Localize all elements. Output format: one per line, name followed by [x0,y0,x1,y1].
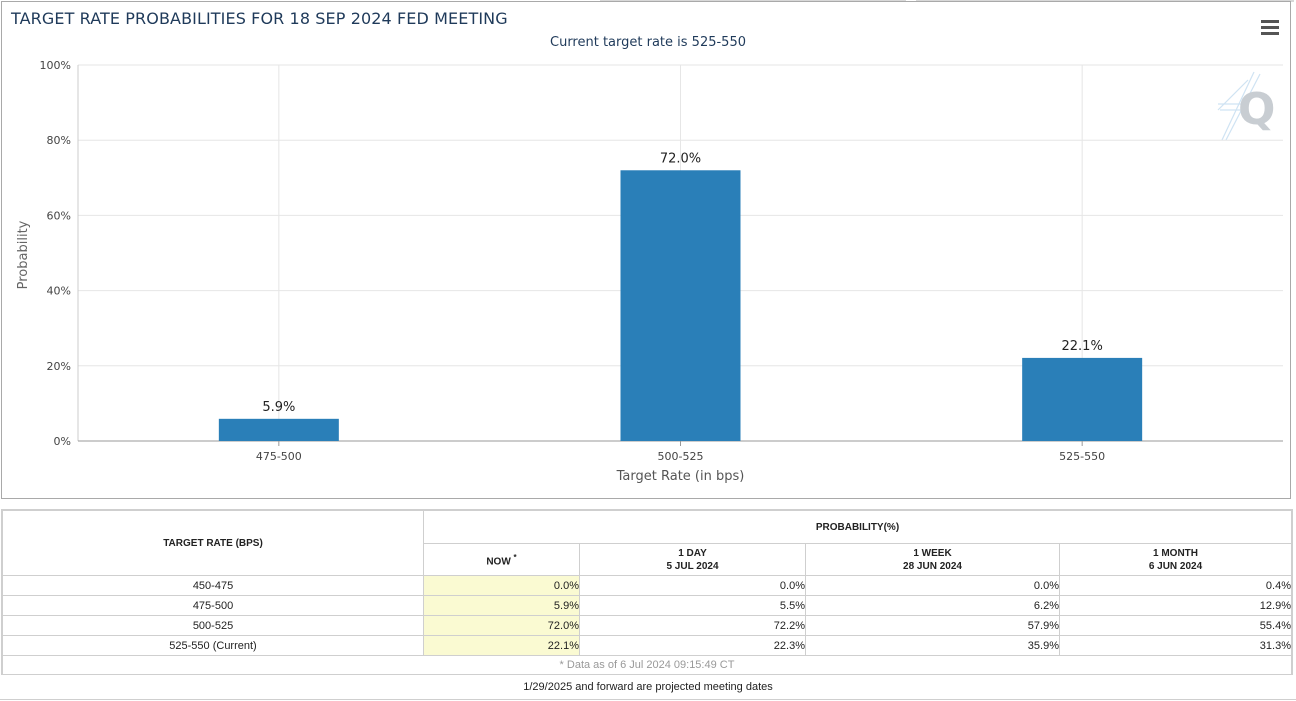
chart-subtitle: Current target rate is 525-550 [550,35,746,50]
probability-table-panel: TARGET RATE (BPS) PROBABILITY(%) NOW * 1… [1,509,1293,675]
row-rate: 525-550 (Current) [2,635,424,656]
chart-title: TARGET RATE PROBABILITIES FOR 18 SEP 202… [11,9,508,28]
x-tick-label: 500-525 [658,450,704,463]
cell-now: 5.9% [423,595,580,616]
column-header-1-day: 1 DAY 5 JUL 2024 [579,543,806,576]
cell-1-week: 0.0% [805,575,1060,596]
row-rate: 475-500 [2,595,424,616]
cell-1-month: 12.9% [1059,595,1292,616]
cell-1-day: 5.5% [579,595,806,616]
bar-475-500 [218,418,339,441]
quikstrike-q-logo: Q [1217,71,1275,141]
y-tick-label: 100% [40,59,71,72]
cell-1-day: 22.3% [579,635,806,656]
cell-1-day: 72.2% [579,615,806,636]
x-tick-label: 525-550 [1059,450,1105,463]
x-axis-title: Target Rate (in bps) [616,469,745,484]
x-tick-label: 475-500 [256,450,302,463]
cell-1-day: 0.0% [579,575,806,596]
cell-now: 22.1% [423,635,580,656]
target-rate-header: TARGET RATE (BPS) [2,510,424,576]
column-header-now: NOW * [423,543,580,576]
cell-1-month: 55.4% [1059,615,1292,636]
row-rate: 450-475 [2,575,424,596]
table-row: 500-525 72.0% 72.2% 57.9% 55.4% [2,615,1292,636]
y-axis-title: Probability [16,220,31,289]
y-tick-label: 20% [47,360,71,373]
bar-chart: 0% 20% 40% 60% 80% 100% 5.9% 475-500 72.0% 500-52… [16,59,1283,484]
table-row: 525-550 (Current) 22.1% 22.3% 35.9% 31.3… [2,635,1292,656]
cell-1-week: 6.2% [805,595,1060,616]
column-header-1-month: 1 MONTH 6 JUN 2024 [1059,543,1292,576]
column-header-1-week: 1 WEEK 28 JUN 2024 [805,543,1060,576]
watermark-letter: Q [1238,84,1275,135]
y-tick-label: 40% [47,285,71,298]
cell-now: 0.0% [423,575,580,596]
cell-1-month: 31.3% [1059,635,1292,656]
data-label: 5.9% [262,400,295,415]
data-label: 72.0% [660,151,701,166]
cell-1-week: 35.9% [805,635,1060,656]
data-timestamp-footnote: * Data as of 6 Jul 2024 09:15:49 CT [2,655,1292,675]
table-row: 475-500 5.9% 5.5% 6.2% 12.9% [2,595,1292,616]
y-tick-label: 80% [47,134,71,147]
bar-500-525 [620,170,741,441]
y-tick-label: 0% [54,435,71,448]
table-row: 450-475 0.0% 0.0% 0.0% 0.4% [2,575,1292,596]
probability-header: PROBABILITY(%) [423,510,1292,544]
probability-table: TARGET RATE (BPS) PROBABILITY(%) NOW * 1… [2,510,1292,675]
bottom-divider [0,699,1296,700]
y-tick-label: 60% [47,209,71,222]
bar-525-550 [1022,357,1143,441]
row-rate: 500-525 [2,615,424,636]
cell-now: 72.0% [423,615,580,636]
cell-1-week: 57.9% [805,615,1060,636]
cell-1-month: 0.4% [1059,575,1292,596]
hamburger-menu-icon[interactable] [1261,20,1279,35]
projected-dates-note: 1/29/2025 and forward are projected meet… [523,681,773,693]
data-label: 22.1% [1062,339,1103,354]
